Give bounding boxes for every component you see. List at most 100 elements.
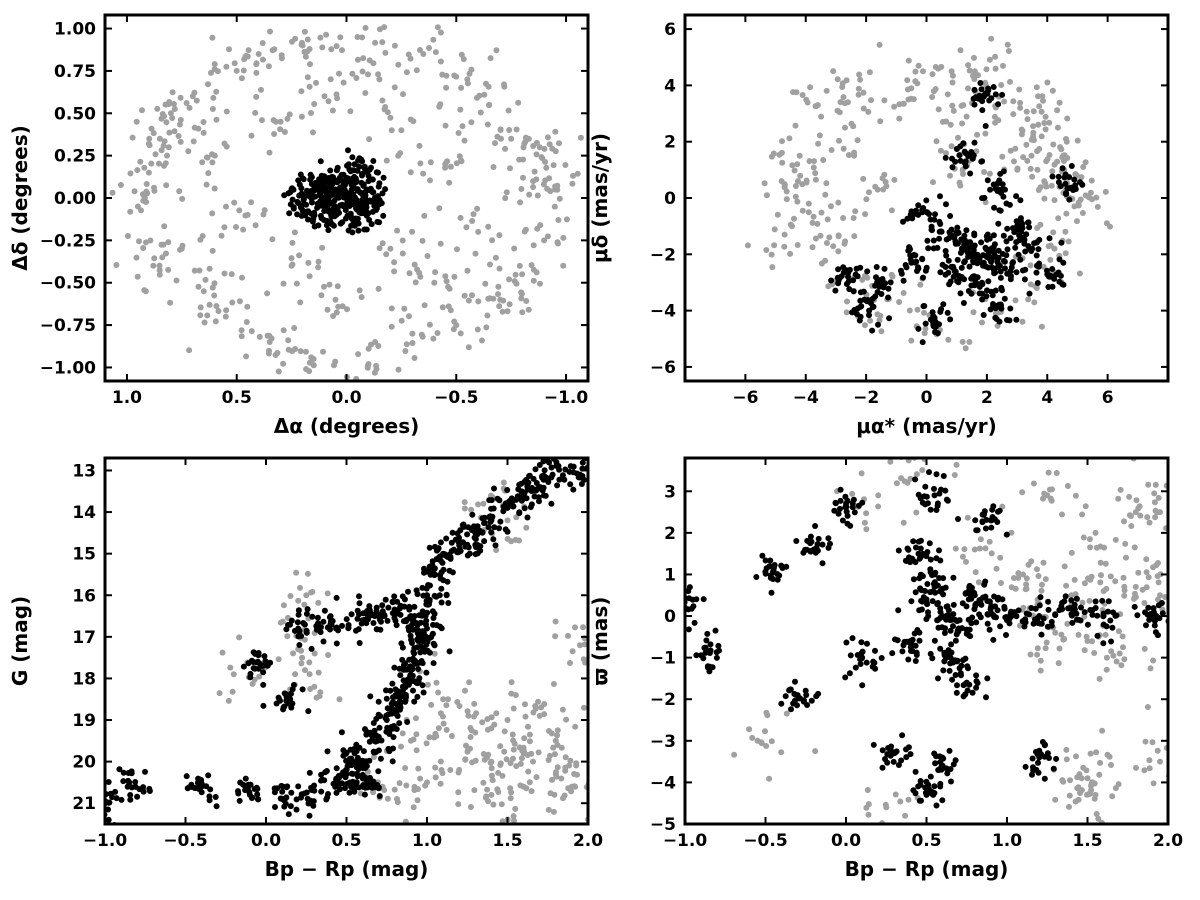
data-point — [1002, 186, 1008, 193]
data-point — [1023, 581, 1030, 588]
data-point — [1081, 613, 1088, 620]
data-point — [359, 171, 366, 177]
data-point — [963, 603, 970, 610]
data-point — [979, 107, 986, 114]
data-point — [458, 84, 465, 91]
data-point — [1046, 235, 1053, 242]
data-point — [875, 321, 881, 328]
data-point — [179, 242, 186, 249]
data-point — [961, 258, 968, 265]
data-point — [700, 596, 707, 603]
data-point — [447, 553, 454, 560]
data-point — [1099, 597, 1106, 604]
data-point — [1017, 256, 1024, 263]
data-point — [1011, 609, 1018, 616]
data-point — [1105, 608, 1111, 615]
data-point — [932, 64, 939, 70]
data-point — [210, 94, 217, 101]
data-point — [953, 146, 960, 152]
data-point — [999, 287, 1005, 294]
data-point — [808, 697, 815, 704]
data-point — [247, 781, 254, 788]
data-point — [915, 211, 922, 218]
data-point — [451, 318, 458, 325]
y-tick-label: 17 — [72, 628, 96, 648]
data-point — [530, 277, 537, 284]
data-point — [952, 545, 959, 552]
data-point — [1096, 771, 1103, 778]
data-point — [506, 127, 513, 133]
data-point — [468, 506, 475, 513]
data-point — [1082, 503, 1089, 510]
data-point — [298, 88, 305, 95]
data-point — [933, 802, 940, 809]
data-point — [865, 811, 872, 818]
data-point — [1150, 564, 1157, 571]
data-point — [463, 224, 470, 231]
data-point — [299, 208, 306, 215]
data-point — [923, 600, 930, 607]
data-point — [794, 161, 801, 168]
data-point — [236, 298, 243, 305]
data-point — [407, 632, 414, 639]
data-point — [461, 292, 468, 299]
y-tick-label: 0.50 — [54, 104, 96, 124]
data-point — [391, 664, 398, 671]
data-point — [532, 466, 539, 473]
data-point — [943, 252, 950, 259]
data-point — [942, 271, 949, 278]
data-point — [388, 305, 395, 312]
data-point — [409, 330, 416, 337]
color-magnitude-panel: −1.0 −0.5 0.0 0.5 1.0 1.5 2.021201918171615141… — [8, 456, 603, 881]
data-point — [1055, 215, 1062, 222]
data-point — [1110, 609, 1117, 616]
data-point — [416, 142, 423, 149]
data-point — [315, 258, 322, 265]
data-point — [974, 131, 981, 138]
data-point — [1155, 596, 1161, 603]
data-point — [1040, 495, 1046, 502]
data-point — [382, 186, 389, 193]
data-point — [914, 627, 921, 633]
data-point — [572, 783, 579, 790]
data-point — [874, 186, 881, 193]
data-point — [320, 195, 327, 201]
data-point — [374, 737, 381, 744]
data-point — [875, 492, 882, 499]
y-tick-label: 6 — [664, 20, 676, 40]
data-point — [435, 725, 442, 732]
data-point — [978, 86, 985, 93]
data-point — [475, 228, 482, 235]
data-point — [473, 710, 480, 717]
x-tick-label: 0.5 — [911, 831, 941, 851]
data-point — [277, 126, 284, 133]
data-point — [1034, 651, 1041, 658]
data-point — [812, 235, 819, 242]
data-point — [899, 732, 906, 739]
data-point — [1049, 87, 1056, 94]
data-point — [472, 250, 479, 257]
data-point — [1091, 650, 1098, 656]
series-field — [109, 15, 584, 381]
data-point — [492, 254, 499, 261]
data-point — [285, 811, 292, 818]
data-point — [569, 180, 576, 187]
data-point — [1093, 194, 1100, 201]
data-point — [367, 693, 374, 700]
data-point — [512, 692, 519, 698]
data-point — [925, 245, 932, 252]
data-point — [965, 616, 972, 623]
data-point — [495, 789, 502, 795]
data-point — [1046, 119, 1053, 126]
data-point — [366, 198, 373, 205]
data-point — [202, 276, 209, 283]
data-point — [451, 273, 458, 280]
data-point — [282, 800, 289, 807]
data-point — [496, 497, 503, 504]
data-point — [912, 658, 919, 664]
data-point — [1085, 791, 1092, 798]
data-point — [961, 276, 968, 283]
data-point — [133, 118, 140, 125]
data-point — [1060, 281, 1067, 288]
data-point — [766, 775, 773, 782]
